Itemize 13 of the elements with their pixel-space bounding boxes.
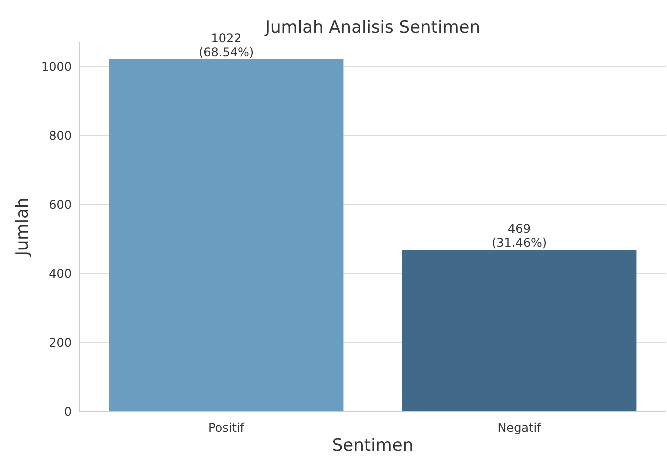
data-label: 469 (31.46%) bbox=[492, 222, 548, 250]
y-tick-label: 800 bbox=[49, 129, 72, 144]
data-label: 1022 (68.54%) bbox=[198, 31, 254, 60]
y-tick-label: 600 bbox=[49, 198, 72, 212]
y-tick-label: 1000 bbox=[41, 60, 72, 74]
y-tick-label: 200 bbox=[49, 336, 72, 350]
chart-title: Jumlah Analisis Sentimen bbox=[264, 18, 480, 38]
x-axis-title: Sentimen bbox=[332, 436, 414, 456]
y-axis-title: Jumlah bbox=[13, 198, 33, 258]
x-tick-label: Positif bbox=[208, 421, 246, 435]
x-tick-label: Negatif bbox=[498, 421, 542, 435]
y-tick-label: 400 bbox=[49, 267, 72, 282]
y-tick-label: 0 bbox=[64, 405, 72, 420]
